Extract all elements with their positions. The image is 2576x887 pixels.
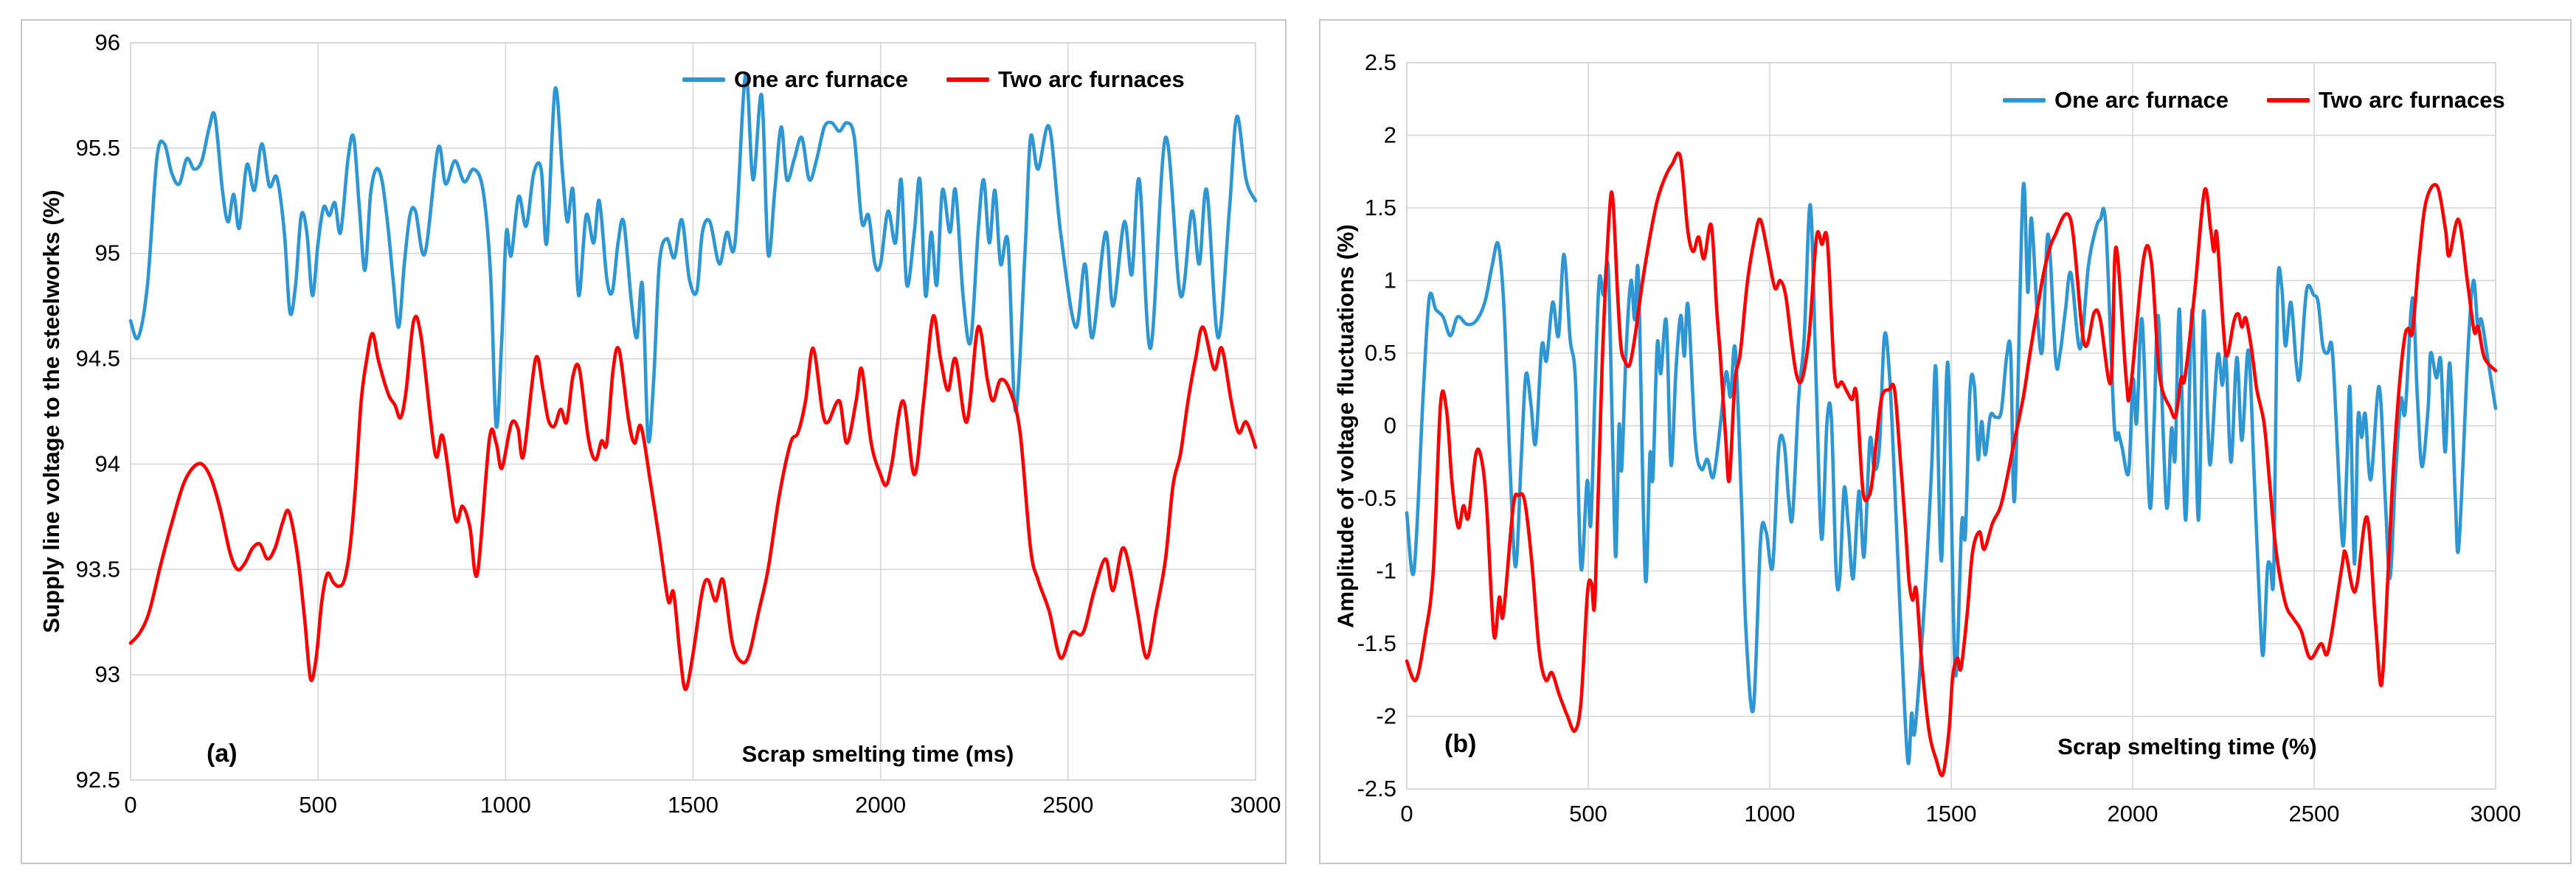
panel-label-a: (a)	[207, 740, 238, 768]
legend-line-swatch	[946, 77, 990, 82]
y-axis-title: Supply line voltage to the steelworks (%…	[38, 189, 64, 633]
legend-line-swatch	[682, 77, 725, 82]
y-tick-label: 2.5	[1365, 49, 1396, 75]
chart-panel-b: 2.5 2 1.5 1 0.5 0 -0.5 -1 -1.5 -2 -2.5 0 500 1000 1500…	[1319, 19, 2572, 864]
chart-canvas-b: 2.521.510.50-0.5-1-1.5-2-2.50 500 1000 1500…	[1357, 49, 2521, 827]
series-one-arc-furnace-line	[128, 72, 1258, 444]
x-tick-label: 1000	[1745, 801, 1796, 827]
chart-canvas-a: 96 95.5 95 94.5 94 93.5 93 92.50 500 1000 1500 2000…	[76, 29, 1281, 818]
x-tick-label: 2000	[855, 792, 906, 818]
legend-item: Two arc furnaces	[946, 66, 1185, 93]
y-axis-title: Amplitude of voltage fluctuations (%)	[1332, 223, 1358, 628]
series-one-arc-furnace-line	[1405, 181, 2498, 765]
y-tick-label: 95.5	[76, 135, 120, 161]
x-tick-label: 1000	[480, 792, 531, 818]
legend-line-swatch	[2267, 98, 2310, 102]
legend: One arc furnace Two arc furnaces	[682, 66, 1185, 93]
x-tick-label: 0	[124, 792, 136, 818]
y-tick-label: 94.5	[76, 346, 120, 372]
y-tick-label: -2	[1376, 703, 1396, 729]
legend-item: One arc furnace	[2003, 87, 2229, 114]
x-axis-title: Scrap smelting time (%)	[2057, 734, 2317, 759]
x-tick-label: 500	[1569, 801, 1607, 827]
x-tick-label: 1500	[668, 792, 719, 818]
y-tick-label: -2.5	[1357, 776, 1396, 801]
x-axis-title: Scrap smelting time (ms)	[741, 741, 1014, 767]
x-tick-label: 500	[299, 792, 337, 818]
legend-item-label: One arc furnace	[734, 66, 909, 92]
legend-item: One arc furnace	[682, 66, 908, 93]
x-tick-label: 1500	[1926, 801, 1977, 827]
y-tick-label: 1	[1384, 268, 1396, 293]
series-two-arc-furnaces-line	[1405, 151, 2498, 778]
legend-item-label: One arc furnace	[2054, 87, 2229, 113]
y-tick-label: -1	[1376, 558, 1396, 584]
x-tick-label: 2500	[2289, 801, 2340, 827]
legend-item-label: Two arc furnaces	[998, 66, 1185, 92]
y-tick-label: 95	[95, 240, 120, 266]
y-tick-label: 93.5	[76, 556, 120, 582]
x-tick-label: 0	[1400, 801, 1413, 827]
y-tick-label: 92.5	[76, 767, 120, 793]
y-tick-label: 96	[95, 29, 120, 55]
x-tick-label: 3000	[2471, 801, 2521, 827]
panel-label-b: (b)	[1444, 730, 1477, 758]
x-tick-label: 2000	[2108, 801, 2158, 827]
series-two-arc-furnaces-line	[128, 314, 1258, 692]
y-tick-label: 2	[1384, 122, 1396, 148]
legend: One arc furnace Two arc furnaces	[2003, 87, 2505, 114]
y-tick-label: 94	[95, 451, 120, 476]
legend-item-label: Two arc furnaces	[2319, 87, 2505, 113]
y-tick-label: 0	[1384, 413, 1396, 439]
y-tick-label: -0.5	[1357, 485, 1396, 511]
y-tick-label: 1.5	[1365, 195, 1396, 220]
y-tick-label: 0.5	[1365, 340, 1396, 366]
y-tick-label: 93	[95, 661, 120, 687]
plot-area-border	[1406, 62, 2496, 790]
legend-item: Two arc furnaces	[2267, 87, 2505, 114]
plot-area-border	[130, 42, 1256, 781]
legend-line-swatch	[2003, 98, 2046, 102]
chart-panel-a: 96 95.5 95 94.5 94 93.5 93 92.5 0 500 1000 1500 2000…	[21, 19, 1287, 864]
x-tick-label: 2500	[1042, 792, 1093, 818]
x-tick-label: 3000	[1230, 792, 1281, 818]
y-tick-label: -1.5	[1357, 630, 1396, 656]
